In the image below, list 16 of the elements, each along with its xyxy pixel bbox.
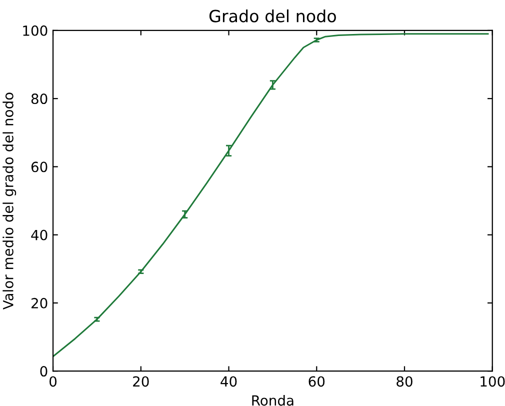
y-tick-label: 20 [32,298,48,308]
x-axis-title: Ronda [252,394,294,406]
x-tick-label: 100 [480,376,505,387]
x-tick-label: 80 [396,376,412,387]
y-tick-label: 0 [40,366,48,377]
y-tick-label: 40 [31,230,48,240]
x-tick-label: 40 [220,376,237,387]
y-tick-label: 60 [31,162,48,172]
x-tick-label: 0 [50,376,57,387]
y-tick-label: 100 [23,25,48,36]
line-series [53,33,489,358]
y-axis-title: Valor medio del grado del nodo [2,92,16,310]
y-tick-label: 80 [31,94,48,104]
chart-title: Grado del nodo [209,9,336,22]
x-tick-label: 20 [133,376,149,387]
x-tick-label: 60 [308,376,325,387]
